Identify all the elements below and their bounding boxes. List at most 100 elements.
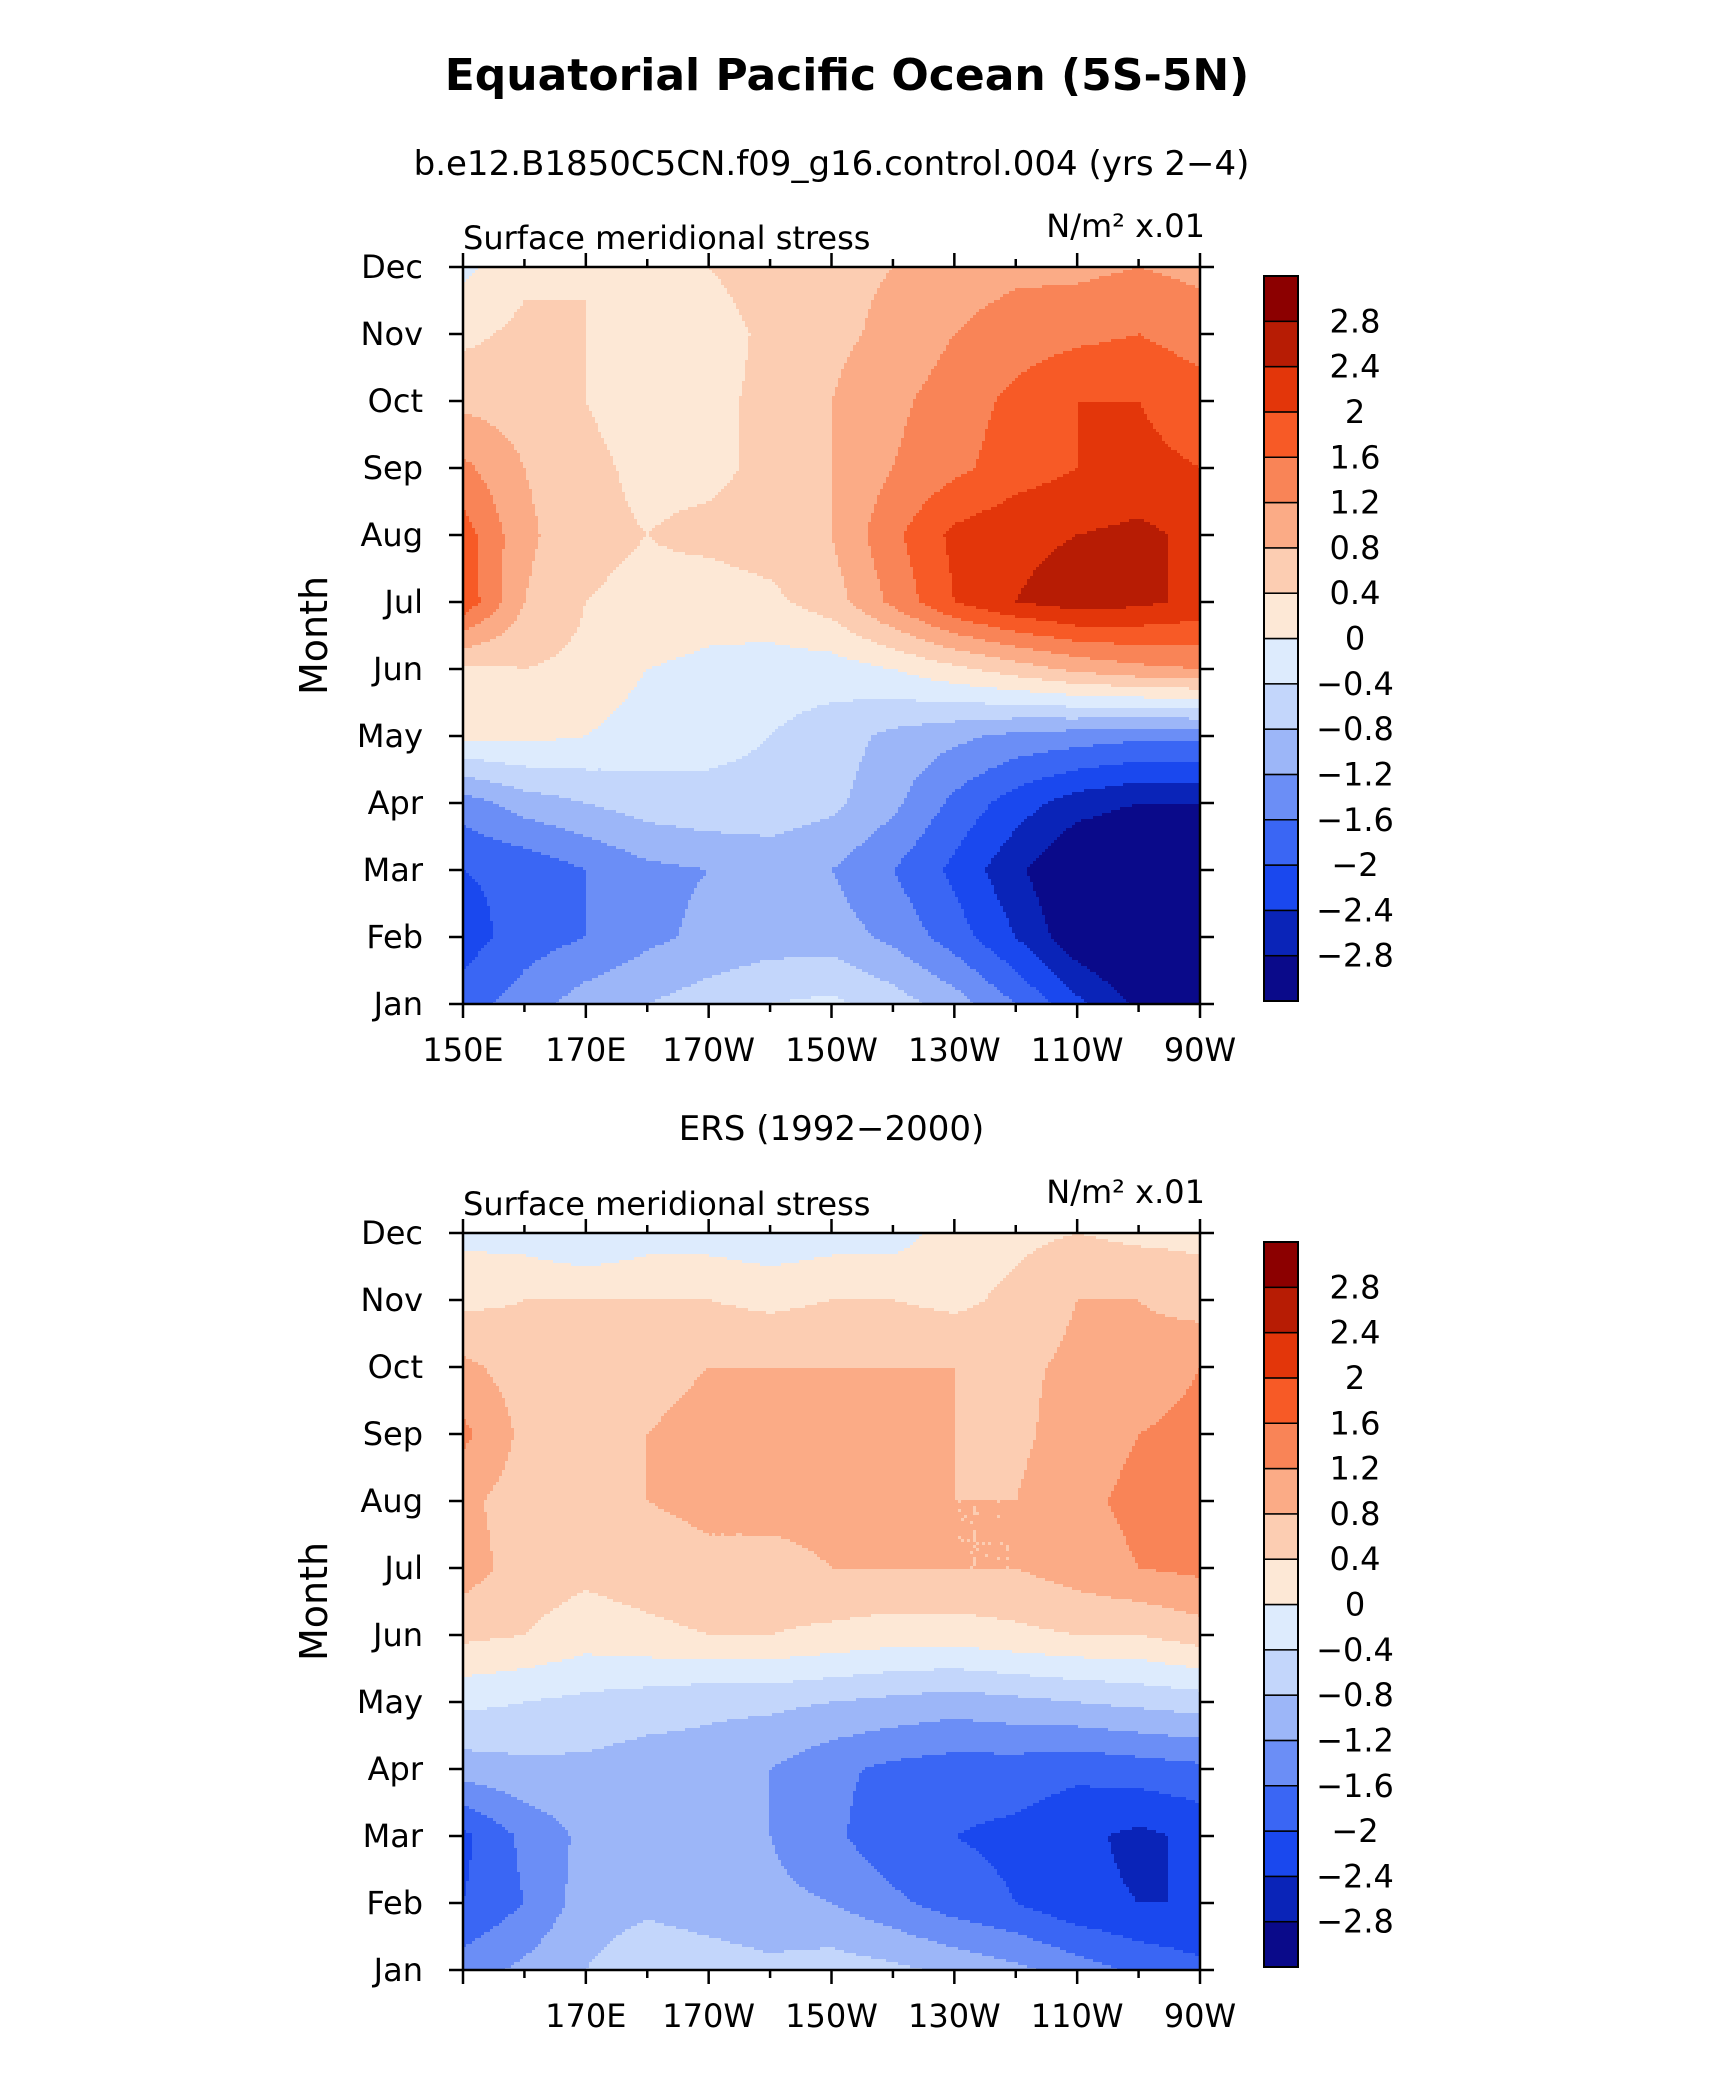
field-cell bbox=[1036, 891, 1200, 895]
field-cell bbox=[463, 1521, 488, 1525]
field-cell bbox=[973, 1719, 1200, 1723]
field-cell bbox=[874, 1764, 1200, 1768]
field-cell bbox=[832, 408, 911, 412]
colorbar-swatch bbox=[1263, 365, 1299, 413]
field-cell bbox=[463, 1536, 491, 1540]
field-cell bbox=[745, 366, 845, 370]
field-cell bbox=[949, 795, 1001, 799]
field-cell bbox=[1168, 444, 1200, 448]
field-cell bbox=[832, 504, 875, 508]
field-cell bbox=[886, 822, 932, 826]
field-cell bbox=[1075, 993, 1121, 997]
field-cell bbox=[976, 1548, 980, 1552]
field-cell bbox=[496, 1383, 695, 1387]
field-cell bbox=[904, 612, 944, 616]
field-cell bbox=[463, 486, 488, 490]
field-cell bbox=[502, 588, 527, 592]
field-cell bbox=[1186, 1392, 1200, 1396]
field-cell bbox=[463, 576, 479, 580]
field-cell bbox=[1015, 288, 1200, 292]
field-cell bbox=[850, 1821, 986, 1825]
y-tick-label: Jun bbox=[371, 650, 423, 688]
field-cell bbox=[463, 1338, 1064, 1342]
field-cell bbox=[832, 519, 872, 523]
field-cell bbox=[1132, 1938, 1200, 1942]
field-cell bbox=[463, 717, 608, 721]
field-cell bbox=[907, 672, 1001, 676]
field-cell bbox=[1033, 1251, 1187, 1255]
field-cell bbox=[1123, 762, 1200, 766]
field-cell bbox=[1117, 1479, 1200, 1483]
field-cell bbox=[1084, 789, 1200, 793]
field-cell bbox=[970, 516, 1200, 520]
field-cell bbox=[613, 1743, 821, 1747]
field-cell bbox=[1003, 294, 1200, 298]
field-cell bbox=[985, 870, 1028, 874]
field-cell bbox=[463, 1428, 473, 1432]
field-cell bbox=[463, 459, 467, 463]
field-cell bbox=[877, 495, 932, 499]
field-cell bbox=[961, 957, 1001, 961]
field-cell bbox=[781, 1536, 959, 1540]
field-cell bbox=[502, 1824, 563, 1828]
field-cell bbox=[463, 1413, 509, 1417]
field-cell bbox=[751, 963, 851, 967]
field-cell bbox=[982, 669, 1067, 673]
field-cell bbox=[481, 597, 503, 601]
field-cell bbox=[1054, 636, 1200, 640]
field-cell bbox=[604, 582, 776, 586]
field-cell bbox=[541, 957, 635, 961]
field-cell bbox=[1006, 840, 1055, 844]
field-cell bbox=[520, 1875, 569, 1879]
field-cell bbox=[706, 1368, 956, 1372]
field-cell bbox=[901, 441, 983, 445]
field-cell bbox=[568, 1866, 785, 1870]
field-cell bbox=[1036, 363, 1196, 367]
field-cell bbox=[982, 735, 1200, 739]
field-cell bbox=[463, 981, 515, 985]
field-cell bbox=[1195, 1575, 1200, 1579]
field-cell bbox=[976, 1560, 1136, 1564]
field-cell bbox=[1183, 456, 1200, 460]
field-cell bbox=[472, 1836, 515, 1840]
field-cell bbox=[478, 579, 503, 583]
field-cell bbox=[463, 561, 479, 565]
field-cell bbox=[1042, 909, 1200, 913]
field-cell bbox=[1033, 1803, 1200, 1807]
field-cell bbox=[1024, 1476, 1121, 1480]
field-cell bbox=[463, 630, 506, 634]
field-cell bbox=[568, 1833, 770, 1837]
field-cell bbox=[1009, 291, 1200, 295]
field-cell bbox=[523, 816, 635, 820]
field-cell bbox=[829, 1299, 896, 1303]
field-cell bbox=[598, 588, 782, 592]
field-cell bbox=[910, 408, 995, 412]
field-cell bbox=[1117, 1866, 1169, 1870]
field-cell bbox=[565, 1896, 821, 1900]
field-cell bbox=[958, 900, 1001, 904]
field-cell bbox=[985, 438, 1079, 442]
field-cell bbox=[742, 384, 839, 388]
field-cell bbox=[1042, 360, 1190, 364]
field-cell bbox=[1006, 1815, 1200, 1819]
field-cell bbox=[463, 1941, 473, 1945]
field-cell bbox=[859, 768, 926, 772]
field-cell bbox=[1117, 1482, 1200, 1486]
field-cell bbox=[625, 495, 716, 499]
field-cell bbox=[1147, 1635, 1200, 1639]
field-cell bbox=[592, 978, 704, 982]
field-cell bbox=[1165, 1833, 1200, 1837]
field-cell bbox=[1123, 1530, 1200, 1534]
field-cell bbox=[1012, 831, 1064, 835]
field-cell bbox=[586, 603, 797, 607]
field-cell bbox=[472, 1833, 515, 1837]
field-cell bbox=[1000, 1515, 1115, 1519]
field-cell bbox=[877, 291, 1010, 295]
field-cell bbox=[496, 504, 536, 508]
field-cell bbox=[1078, 402, 1142, 406]
field-cell bbox=[574, 1656, 653, 1660]
field-cell bbox=[1000, 990, 1040, 994]
field-cell bbox=[493, 837, 593, 841]
field-cell bbox=[835, 1947, 959, 1951]
field-cell bbox=[1168, 579, 1200, 583]
